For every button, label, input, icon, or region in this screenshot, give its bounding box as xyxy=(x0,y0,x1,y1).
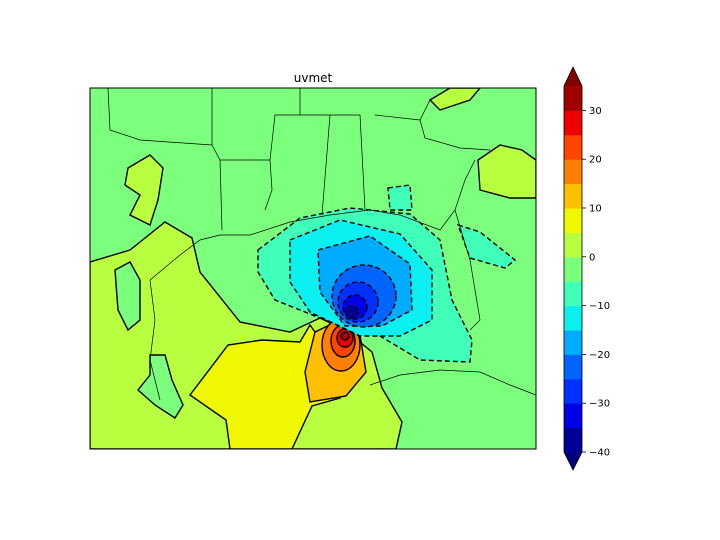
colorbar-bin xyxy=(564,378,582,404)
colorbar: −40 −30 −20 −10 0 10 20 30 xyxy=(563,66,610,471)
colorbar-bin xyxy=(564,159,582,185)
negative-contours xyxy=(257,184,517,363)
colorbar-bin xyxy=(564,183,582,209)
colorbar-bin xyxy=(564,256,582,282)
contour-fill-minus40-minus35 xyxy=(345,305,359,319)
contour-fill-minus10-minus5-n xyxy=(387,184,413,211)
colorbar-tick-label: 10 xyxy=(589,204,602,215)
contour-fill-0-5-n xyxy=(428,88,481,111)
colorbar-tick-label: −30 xyxy=(589,399,610,410)
colorbar-extend-max xyxy=(564,67,582,86)
contour-fill-30-35 xyxy=(340,331,350,341)
colorbar-extend-min xyxy=(564,452,582,470)
colorbar-tick-label: −10 xyxy=(589,301,610,312)
colorbar-bin xyxy=(564,354,582,380)
map-panel xyxy=(90,88,536,449)
map-frame xyxy=(89,87,537,450)
coastline xyxy=(149,159,536,401)
plot-title: uvmet xyxy=(294,71,333,85)
colorbar-bin xyxy=(564,403,582,429)
colorbar-bin xyxy=(564,110,582,136)
colorbar-bin xyxy=(564,427,582,453)
colorbar-tick-label: −20 xyxy=(589,350,610,361)
state-borders xyxy=(107,88,491,231)
contour-fill-0-5-w xyxy=(124,154,164,226)
colorbar-tick-label: 0 xyxy=(589,252,595,263)
contour-fill-0-5-ne xyxy=(477,144,536,199)
colorbar-bin xyxy=(564,232,582,258)
colorbar-tick-label: 30 xyxy=(589,106,602,117)
contour-island-green-2 xyxy=(137,354,184,419)
colorbar-tick-label: −40 xyxy=(589,448,610,459)
political-boundaries xyxy=(107,88,536,401)
contour-island-green xyxy=(114,261,141,332)
colorbar-bin xyxy=(564,330,582,355)
colorbar-bin xyxy=(564,134,582,160)
colorbar-bin xyxy=(564,86,582,111)
colorbar-tick-label: 20 xyxy=(589,155,602,166)
colorbar-bin xyxy=(564,208,582,233)
colorbar-bin xyxy=(564,281,582,307)
colorbar-bin xyxy=(564,305,582,331)
